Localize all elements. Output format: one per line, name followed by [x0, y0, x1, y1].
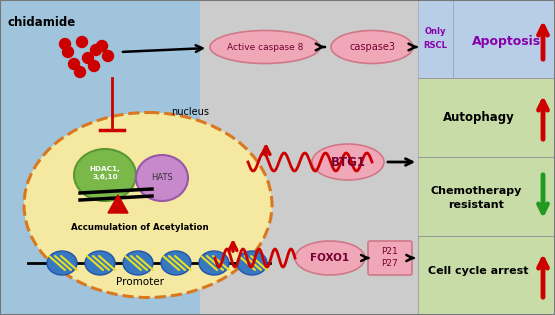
Text: P21: P21 — [382, 248, 398, 256]
Bar — [418, 236, 555, 315]
Text: Only: Only — [425, 27, 446, 37]
Text: Apoptosis: Apoptosis — [471, 36, 541, 49]
Text: Cell cycle arrest: Cell cycle arrest — [428, 266, 529, 277]
Text: chidamide: chidamide — [8, 15, 76, 28]
Circle shape — [90, 44, 102, 55]
Text: Chemotherapy: Chemotherapy — [431, 186, 522, 196]
Text: Active caspase 8: Active caspase 8 — [227, 43, 303, 51]
Bar — [418, 78, 555, 157]
Text: nucleus: nucleus — [171, 107, 209, 117]
Bar — [418, 236, 555, 315]
Circle shape — [77, 37, 88, 48]
Bar — [418, 0, 555, 78]
Text: BTG1: BTG1 — [330, 156, 366, 169]
Circle shape — [88, 60, 99, 72]
Text: Promoter: Promoter — [116, 277, 164, 287]
Ellipse shape — [331, 31, 413, 64]
Ellipse shape — [24, 112, 272, 297]
Circle shape — [59, 38, 70, 49]
Ellipse shape — [85, 251, 115, 275]
Circle shape — [74, 66, 85, 77]
Bar — [200, 0, 418, 315]
Ellipse shape — [136, 155, 188, 201]
Ellipse shape — [161, 251, 191, 275]
Ellipse shape — [210, 31, 320, 64]
Ellipse shape — [295, 241, 365, 275]
Text: P27: P27 — [382, 260, 398, 268]
Text: HATS: HATS — [151, 174, 173, 182]
Text: Autophagy: Autophagy — [443, 111, 514, 124]
Ellipse shape — [123, 251, 153, 275]
Ellipse shape — [74, 149, 136, 201]
Ellipse shape — [199, 251, 229, 275]
Text: HDAC1,
3,6,10: HDAC1, 3,6,10 — [89, 167, 120, 180]
Text: RSCL: RSCL — [423, 42, 447, 50]
Circle shape — [97, 41, 108, 51]
Bar — [418, 157, 555, 236]
Circle shape — [103, 50, 114, 61]
Bar — [0, 0, 418, 315]
Circle shape — [63, 47, 73, 58]
FancyBboxPatch shape — [368, 241, 412, 275]
Ellipse shape — [312, 144, 384, 180]
Ellipse shape — [237, 251, 267, 275]
Circle shape — [83, 53, 93, 64]
Text: caspase3: caspase3 — [349, 42, 395, 52]
Polygon shape — [108, 195, 128, 213]
Text: Accumulation of Acetylation: Accumulation of Acetylation — [71, 224, 209, 232]
Text: resistant: resistant — [448, 199, 504, 209]
Circle shape — [68, 59, 79, 70]
Text: FOXO1: FOXO1 — [310, 253, 350, 263]
Ellipse shape — [47, 251, 77, 275]
